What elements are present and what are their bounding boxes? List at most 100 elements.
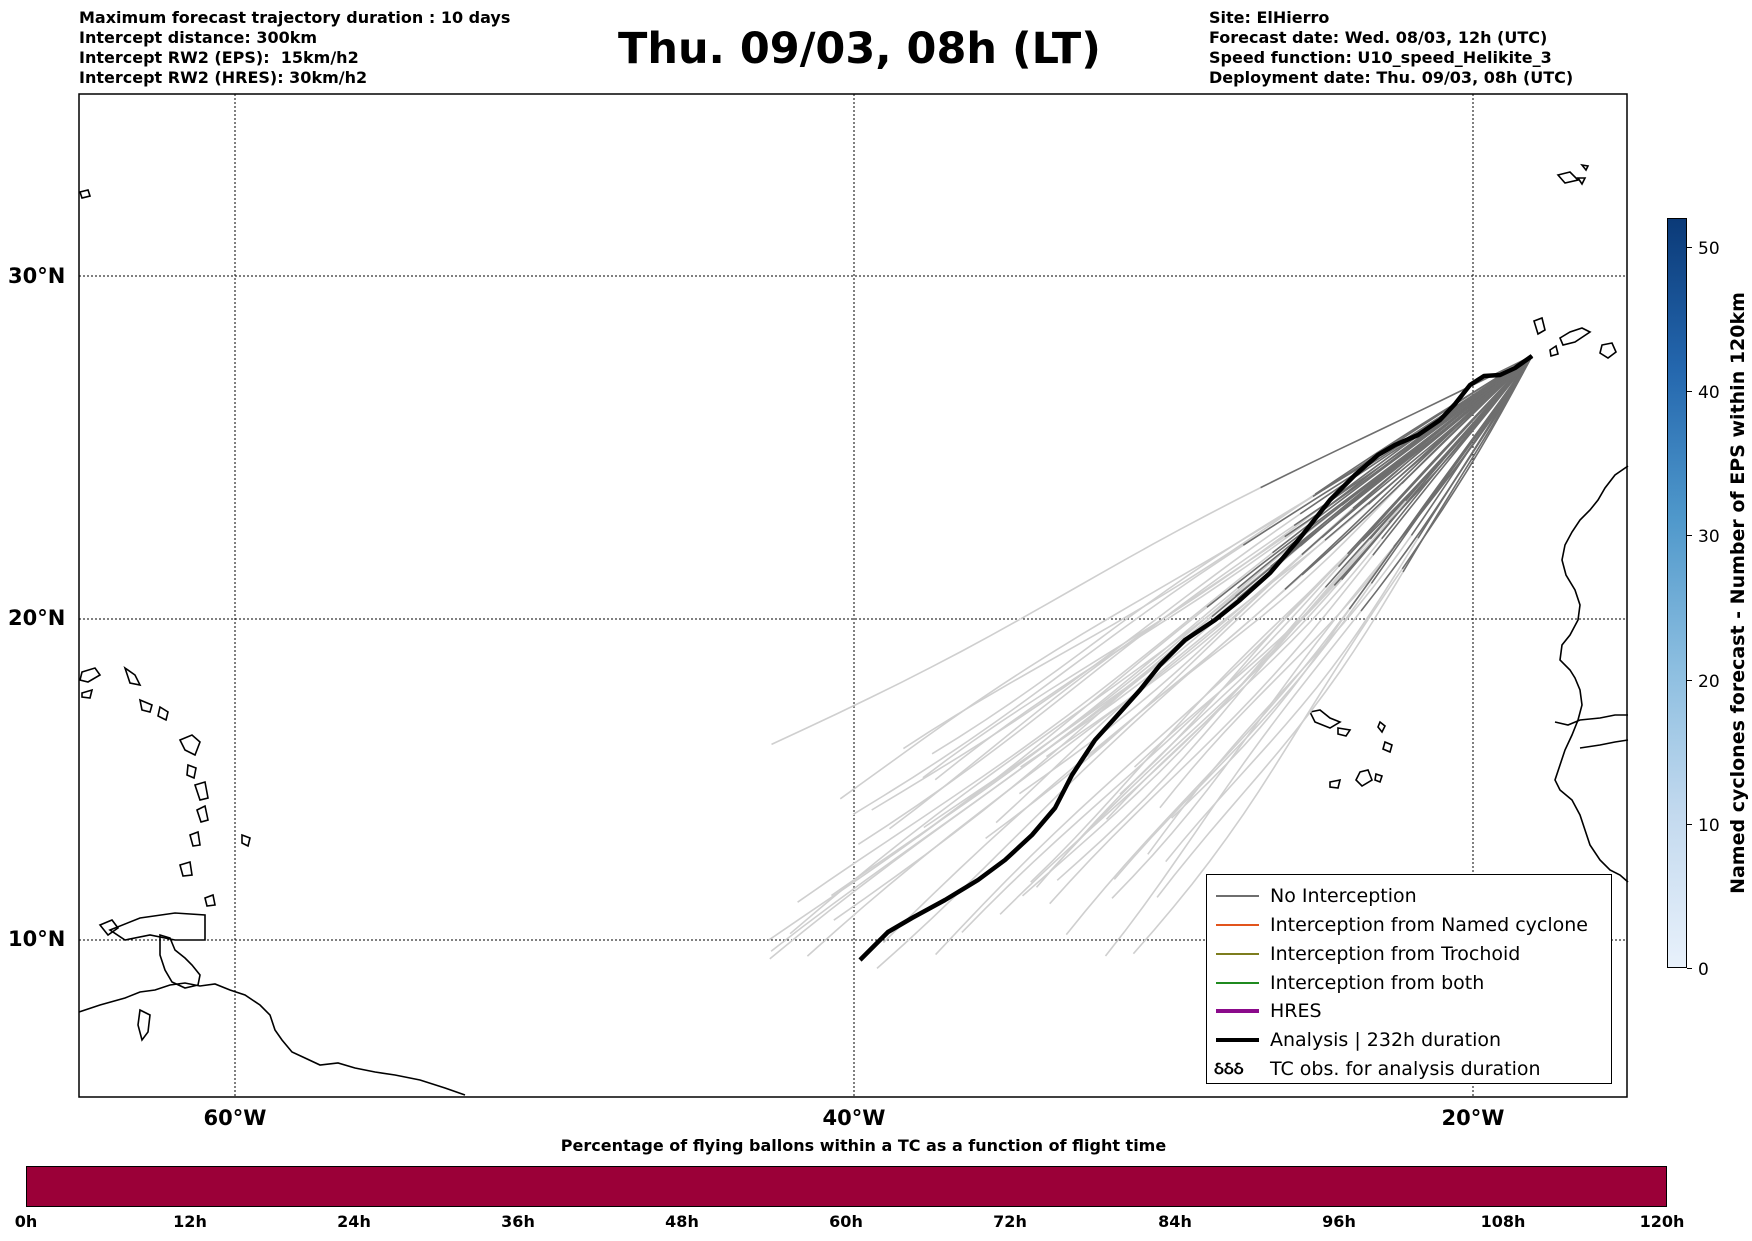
lon-label: 60°W (203, 1106, 267, 1130)
site-line: Deployment date: Thu. 09/03, 08h (UTC) (1209, 68, 1574, 87)
ensemble-track-late (922, 505, 1324, 779)
ensemble-track-late (1056, 521, 1390, 881)
site-line: Site: ElHierro (1209, 8, 1330, 27)
legend-swatch (1216, 895, 1259, 897)
ensemble-track-late (1049, 554, 1374, 905)
ensemble-track-early (1242, 355, 1533, 546)
ensemble-track-late (902, 493, 1316, 750)
colorbar-tick-label: 50 (1698, 239, 1720, 259)
legend-item: Interception from Trochoid (1207, 940, 1611, 968)
map-frame (78, 93, 1628, 1098)
island (179, 860, 193, 877)
colorbar-tick-label: 0 (1698, 960, 1709, 980)
island (241, 833, 251, 848)
lat-label: 10°N (8, 927, 66, 951)
ensemble-track-late (1159, 517, 1417, 809)
island (81, 688, 94, 699)
madeira-island (1576, 177, 1587, 186)
cape-verde-island (1377, 720, 1387, 734)
time-tick-label: 36h (501, 1212, 535, 1231)
legend-item: Interception from both (1207, 969, 1611, 997)
legend-swatch (1216, 1009, 1259, 1013)
island (157, 705, 169, 722)
ensemble-track-late (961, 566, 1340, 933)
cape-verde-island (1382, 740, 1393, 754)
flight-time-bar (26, 1166, 1667, 1207)
legend-label: Interception from both (1270, 972, 1485, 994)
ensemble-track-late (1049, 579, 1343, 873)
ensemble-track-early (1284, 355, 1533, 538)
africa-coast (1579, 739, 1629, 749)
canary-island (1599, 342, 1617, 359)
island (123, 665, 142, 687)
legend-label: TC obs. for analysis duration (1270, 1058, 1541, 1080)
ensemble-track-early (1348, 355, 1533, 610)
ensemble-track-late (852, 544, 1244, 816)
ensemble-track-late (985, 539, 1326, 840)
time-tick-label: 84h (1158, 1212, 1192, 1231)
ensemble-track-late (1132, 568, 1403, 955)
time-tick-label: 0h (14, 1212, 38, 1231)
legend-item: No Interception (1207, 882, 1611, 910)
ensemble-track-late (839, 495, 1314, 800)
madeira-island (1580, 163, 1590, 172)
island (193, 780, 209, 801)
island (98, 919, 120, 937)
colorbar-tickmark (1687, 535, 1692, 536)
flight-time-title: Percentage of flying ballons within a TC… (560, 1136, 1167, 1155)
tc-obs-symbol: ઠઠઠ (1214, 1059, 1244, 1079)
colorbar-tickmark (1687, 247, 1692, 248)
lat-label: 20°N (8, 606, 66, 630)
legend-item: Interception from Named cyclone (1207, 911, 1611, 939)
ensemble-track-late (1111, 546, 1395, 899)
ensemble-track-late (769, 598, 1239, 960)
coastlines (78, 163, 1629, 1096)
colorbar-tickmark (1687, 391, 1692, 392)
ensemble-track-early (1347, 355, 1533, 555)
africa-coast (1554, 465, 1629, 883)
ensemble-track-late (797, 552, 1273, 903)
legend-label: HRES (1270, 1000, 1322, 1022)
legend-swatch (1216, 953, 1259, 955)
ensemble-track-late (771, 486, 1261, 746)
legend-item: HRES (1207, 997, 1611, 1025)
time-tick-label: 48h (665, 1212, 699, 1231)
island (108, 912, 206, 941)
site-line: Forecast date: Wed. 08/03, 12h (UTC) (1209, 28, 1548, 47)
legend-item: ઠઠઠ TC obs. for analysis duration (1207, 1055, 1611, 1083)
time-tick-label: 120h (1639, 1212, 1685, 1231)
ensemble-track-late (935, 553, 1349, 956)
cape-verde-island (1374, 772, 1384, 784)
colorbar-tickmark (1687, 968, 1692, 969)
legend-label: Interception from Named cyclone (1270, 914, 1588, 936)
param-line: Intercept RW2 (HRES): 30km/h2 (79, 68, 368, 87)
analysis-track (858, 354, 1534, 962)
island (79, 667, 102, 683)
ensemble-track-late (923, 504, 1343, 829)
ensemble-track-early (1301, 355, 1533, 576)
canary-island (1549, 344, 1559, 358)
cape-verde-island (1308, 709, 1342, 729)
ensemble-track-late (995, 503, 1369, 824)
colorbar-tickmark (1687, 824, 1692, 825)
param-line: Intercept RW2 (EPS): 15km/h2 (79, 48, 359, 67)
lon-label: 20°W (1441, 1106, 1505, 1130)
cape-verde-island (1329, 778, 1342, 789)
time-tick-label: 96h (1322, 1212, 1356, 1231)
legend-label: No Interception (1270, 885, 1417, 907)
legend-swatch (1216, 924, 1259, 926)
ensemble-track-early (1417, 355, 1533, 539)
colorbar-tick-label: 20 (1698, 672, 1720, 692)
ensemble-track-late (876, 574, 1303, 969)
ensemble-tracks-no-interception (1206, 355, 1533, 618)
time-tick-label: 12h (173, 1212, 207, 1231)
ensemble-track-late (871, 513, 1301, 811)
ensemble-track-late (1165, 537, 1419, 863)
site-info: Site: ElHierro Forecast date: Wed. 08/03… (1209, 8, 1573, 88)
ensemble-track-late (999, 538, 1371, 915)
site-line: Speed function: U10_speed_Helikite_3 (1209, 48, 1552, 67)
colorbar-tick-label: 30 (1698, 527, 1720, 547)
south-america-coast (78, 982, 466, 1096)
legend-label: Interception from Trochoid (1270, 943, 1521, 965)
